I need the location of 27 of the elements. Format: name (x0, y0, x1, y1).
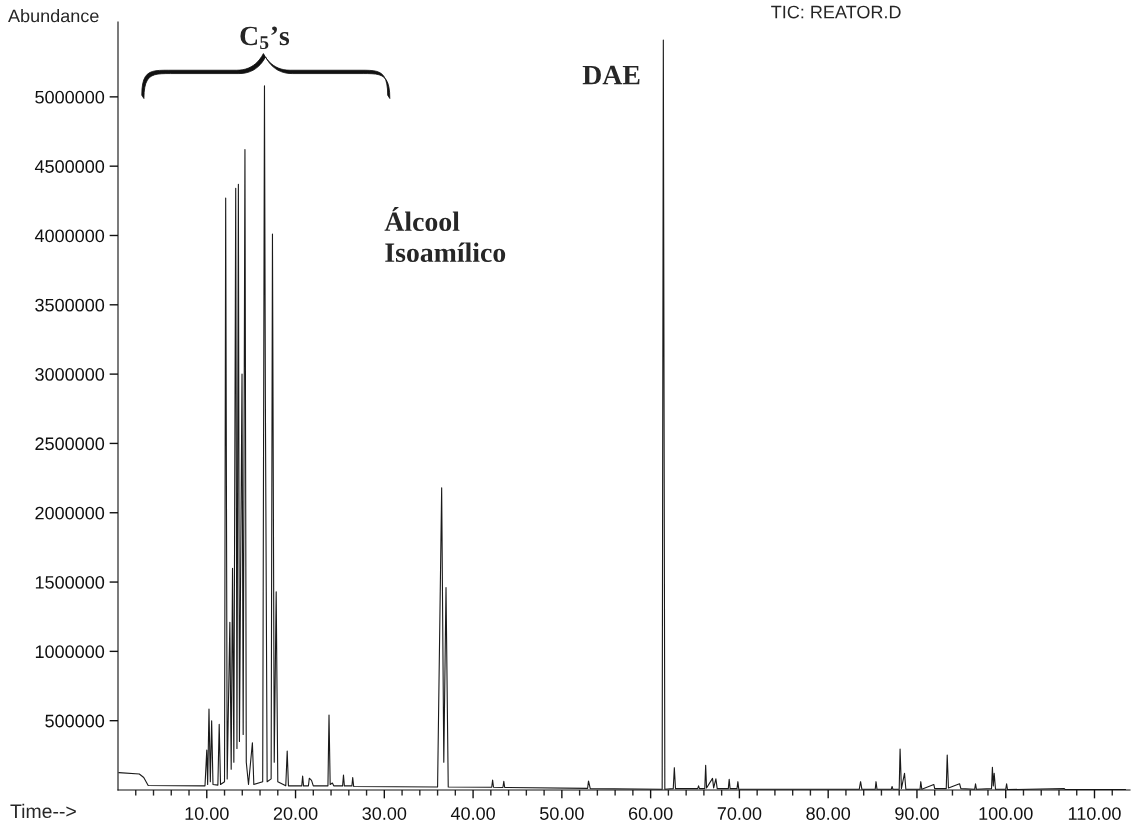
x-tick-label: 110.00 (1068, 807, 1121, 820)
y-tick-label: 500000 (45, 714, 105, 728)
x-tick-label: 30.00 (362, 807, 407, 820)
x-tick-label: 60.00 (628, 807, 673, 820)
y-tick-label: 5000000 (35, 90, 105, 104)
y-tick-label: 1000000 (35, 645, 105, 659)
y-tick-label: 2500000 (35, 437, 105, 451)
x-tick-label: 80.00 (806, 807, 851, 820)
y-tick-label: 2000000 (35, 506, 105, 520)
x-tick-label: 70.00 (717, 807, 762, 820)
x-tick-label: 100.00 (979, 807, 1033, 820)
y-tick-label: 1500000 (35, 575, 105, 589)
x-tick-label: 50.00 (539, 807, 584, 820)
x-tick-label: 10.00 (185, 807, 229, 820)
chart-title: TIC: REATOR.D (771, 5, 901, 19)
x-tick-label: 20.00 (273, 807, 318, 820)
y-axis-title: Abundance (8, 9, 99, 23)
x-axis-title: Time--> (10, 803, 76, 819)
y-tick-label: 3500000 (35, 298, 105, 312)
annotation: DAE (582, 65, 640, 85)
annotation: C$_{5}$’s (240, 26, 290, 50)
x-tick-label: 90.00 (895, 807, 939, 820)
x-tick-label: 40.00 (450, 807, 495, 820)
y-tick-label: 3000000 (35, 368, 105, 381)
y-tick-label: 4500000 (34, 160, 105, 173)
y-tick-label: 4000000 (34, 229, 105, 243)
annotation: Álcool Isoamílico (384, 207, 506, 263)
